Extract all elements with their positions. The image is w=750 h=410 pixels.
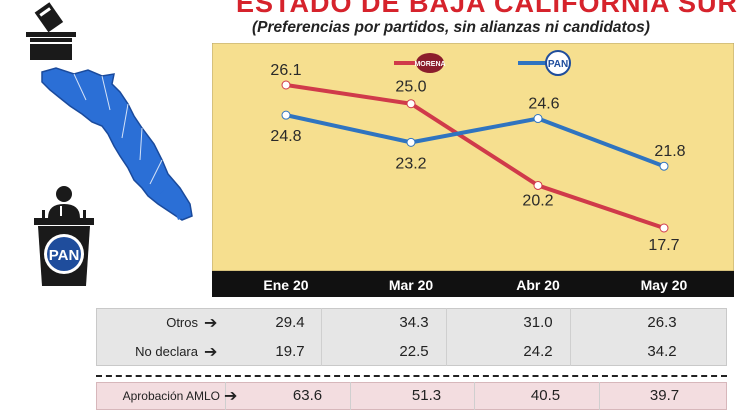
data-label-morena: 26.1	[270, 62, 301, 79]
pan-logo-icon: PAN	[545, 50, 571, 76]
table-cell: 24.2	[523, 343, 553, 360]
data-point-pan	[406, 137, 416, 147]
row-label: Otros	[166, 315, 198, 330]
results-table-background	[96, 308, 727, 366]
table-cell: 29.4	[275, 314, 305, 331]
table-cell: 63.6	[292, 387, 323, 404]
pan-podium-icon: PAN	[34, 186, 94, 286]
data-label-pan: 23.2	[395, 155, 426, 172]
data-label-pan: 24.8	[270, 128, 301, 145]
page-subtitle: (Preferencias por partidos, sin alianzas…	[252, 19, 650, 36]
series-line-morena	[285, 83, 665, 230]
table-cell: 31.0	[523, 314, 553, 331]
plot-area	[212, 43, 734, 272]
data-point-pan	[659, 161, 669, 171]
table-cell: 22.5	[399, 343, 429, 360]
table-cell: 34.3	[399, 314, 429, 331]
x-tick-label: Abr 20	[516, 277, 560, 293]
arrow-right-icon: ➔	[224, 387, 238, 405]
data-point-morena	[533, 180, 543, 190]
baja-california-sur-map-icon	[41, 67, 193, 221]
data-point-pan	[281, 110, 291, 120]
page-title: ESTADO DE BAJA CALIFORNIA SUR	[236, 0, 739, 18]
arrow-right-icon: ➔	[204, 314, 218, 332]
arrow-right-icon: ➔	[204, 343, 218, 361]
table-cell: 39.7	[649, 387, 680, 404]
morena-logo-label: MORENA	[414, 61, 445, 68]
table-cell: 34.2	[647, 343, 677, 360]
morena-logo-icon: MORENA	[414, 53, 446, 73]
line-chart: MORENA PAN 26.1 25.0 20.2 17.7 24.8 23.2 24.6 2…	[212, 43, 734, 305]
row-label: Aprobación AMLO	[122, 388, 220, 403]
amlo-approval-table: Aprobación AMLO ➔ 63.6 51.3 40.5 39.7	[96, 381, 727, 410]
table-row-aprobacion-amlo: Aprobación AMLO ➔ 63.6 51.3 40.5 39.7	[96, 381, 727, 410]
data-label-morena: 17.7	[648, 237, 679, 254]
x-tick-label: Ene 20	[263, 277, 308, 293]
pan-logo-label: PAN	[49, 247, 80, 264]
table-row-otros: Otros ➔ 29.4 34.3 31.0 26.3	[96, 308, 727, 337]
ballot-box-icon	[26, 2, 76, 60]
x-axis-bar	[212, 271, 734, 297]
table-row-no-declara: No declara ➔ 19.7 22.5 24.2 34.2	[96, 337, 727, 366]
data-point-morena	[659, 223, 669, 233]
data-point-morena	[281, 80, 291, 90]
table-cell: 19.7	[275, 343, 305, 360]
data-point-pan	[533, 114, 543, 124]
line-chart-svg: MORENA PAN 26.1 25.0 20.2 17.7 24.8 23.2 24.6 2…	[212, 43, 734, 297]
data-label-pan: 24.6	[528, 96, 559, 113]
row-label: No declara	[135, 344, 198, 359]
x-tick-label: Mar 20	[389, 277, 434, 293]
pan-logo-small-label: PAN	[548, 59, 568, 70]
data-label-morena: 20.2	[522, 192, 553, 209]
dashed-separator	[96, 375, 727, 377]
data-point-morena	[406, 99, 416, 109]
data-label-pan: 21.8	[654, 143, 685, 160]
table-cell: 26.3	[647, 314, 677, 331]
data-label-morena: 25.0	[395, 79, 426, 96]
table-cell: 51.3	[411, 387, 442, 404]
series-line-pan	[285, 113, 665, 169]
table-cell: 40.5	[530, 387, 561, 404]
x-tick-label: May 20	[641, 277, 688, 293]
